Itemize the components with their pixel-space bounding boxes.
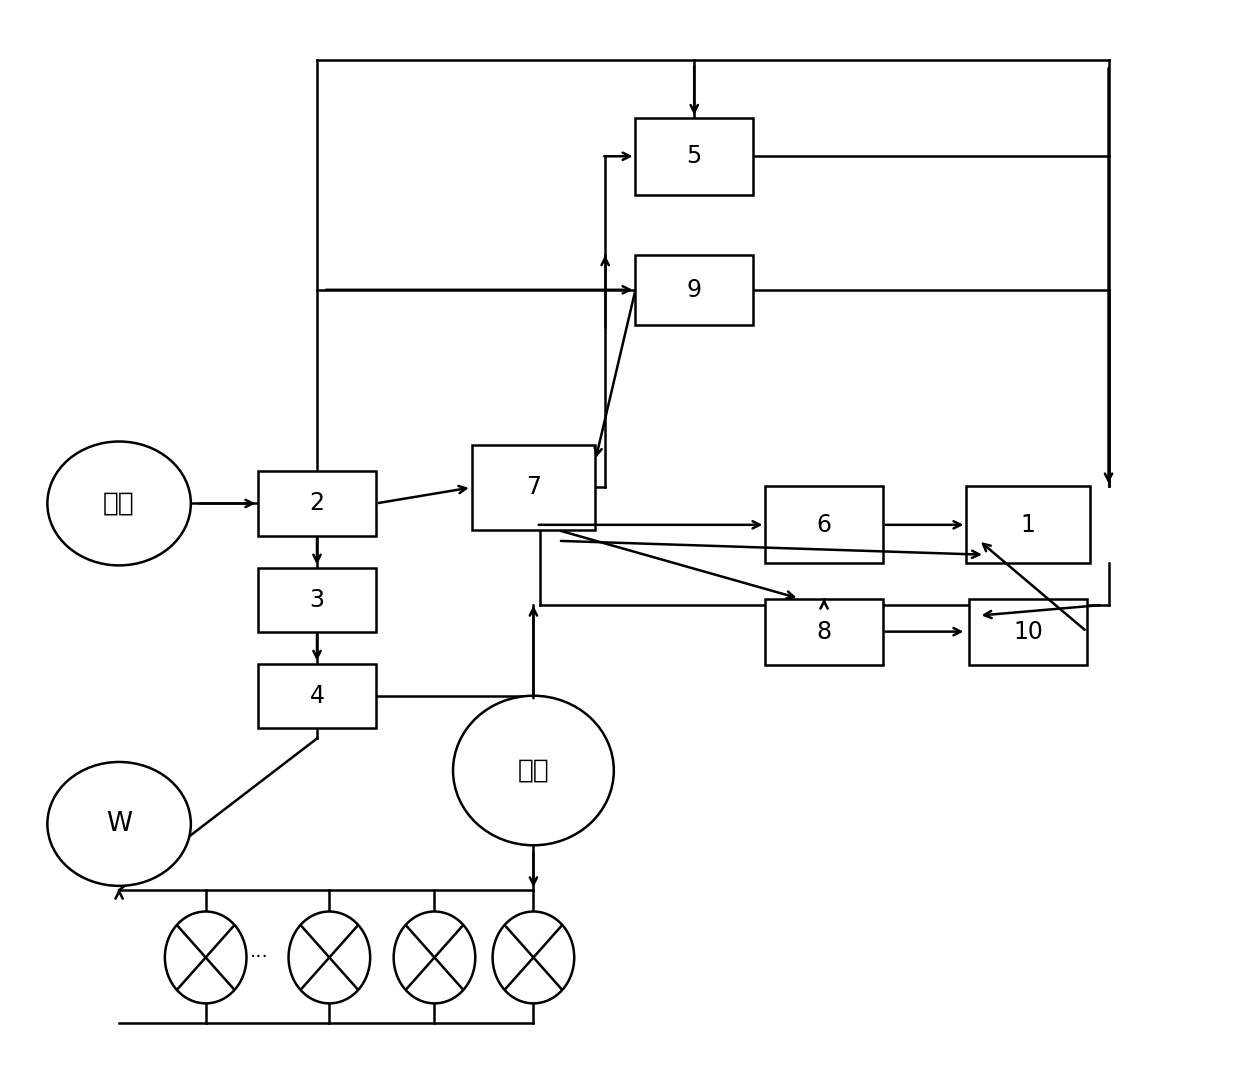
Text: 7: 7: [526, 476, 541, 499]
Bar: [635, 255, 753, 325]
Text: W: W: [107, 811, 133, 836]
Text: 9: 9: [687, 277, 702, 302]
Text: 3: 3: [310, 588, 325, 612]
Ellipse shape: [165, 911, 247, 1004]
Text: 2: 2: [310, 492, 325, 515]
Ellipse shape: [393, 911, 475, 1004]
Text: 火线: 火线: [103, 491, 135, 516]
Ellipse shape: [453, 696, 614, 845]
Bar: [970, 599, 1087, 665]
Text: ···: ···: [249, 948, 268, 967]
Bar: [765, 486, 883, 563]
Text: 4: 4: [310, 683, 325, 708]
Text: 10: 10: [1013, 620, 1043, 644]
Ellipse shape: [47, 441, 191, 565]
Text: 6: 6: [817, 513, 832, 537]
Bar: [258, 568, 376, 632]
Bar: [258, 471, 376, 536]
Text: 5: 5: [687, 145, 702, 168]
Bar: [966, 486, 1090, 563]
Ellipse shape: [289, 911, 371, 1004]
Bar: [635, 118, 753, 195]
Bar: [258, 664, 376, 728]
Bar: [765, 599, 883, 665]
Bar: [471, 444, 595, 530]
Text: 1: 1: [1021, 513, 1035, 537]
Ellipse shape: [492, 911, 574, 1004]
Text: 负载: 负载: [517, 757, 549, 784]
Text: 8: 8: [816, 620, 832, 644]
Ellipse shape: [47, 761, 191, 886]
